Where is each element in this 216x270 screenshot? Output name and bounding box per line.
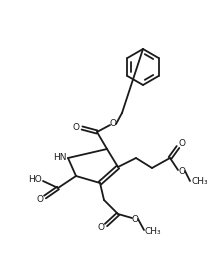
Text: O: O [110, 120, 116, 129]
Text: O: O [37, 194, 43, 204]
Text: HO: HO [28, 176, 42, 184]
Text: O: O [178, 167, 186, 176]
Text: CH₃: CH₃ [145, 228, 161, 237]
Text: O: O [132, 214, 138, 224]
Text: O: O [73, 123, 79, 133]
Text: HN: HN [53, 154, 67, 163]
Text: O: O [97, 224, 105, 232]
Text: CH₃: CH₃ [192, 177, 208, 187]
Text: O: O [178, 140, 186, 148]
